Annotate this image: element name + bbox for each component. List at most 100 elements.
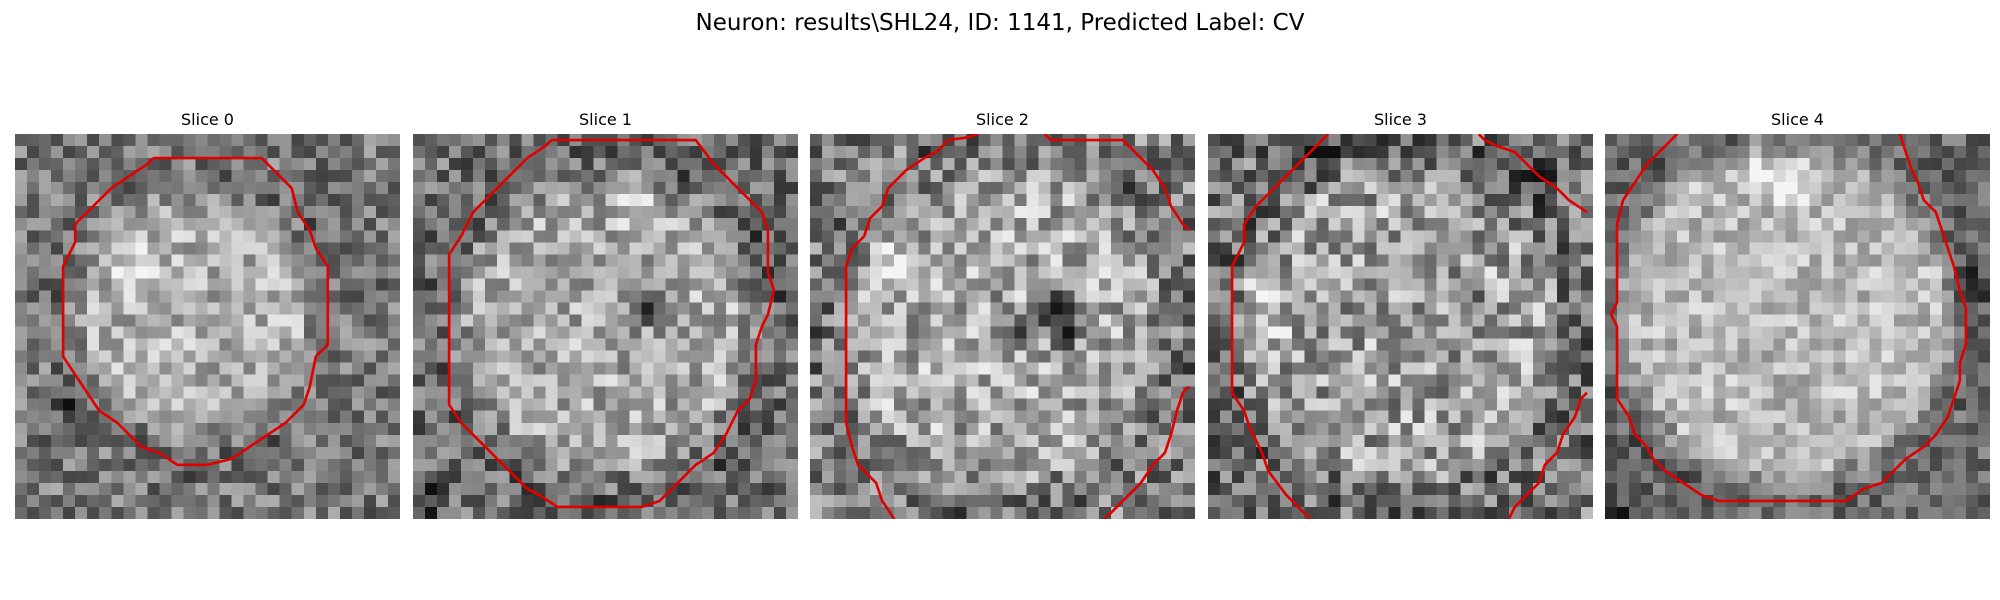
image-pixel bbox=[413, 458, 426, 472]
image-pixel bbox=[870, 398, 883, 411]
image-pixel bbox=[1110, 482, 1124, 496]
image-pixel bbox=[1689, 338, 1702, 351]
image-pixel bbox=[677, 398, 690, 411]
image-pixel bbox=[1472, 290, 1485, 303]
image-pixel bbox=[1737, 386, 1750, 399]
image-pixel bbox=[870, 158, 883, 171]
image-pixel bbox=[1364, 158, 1377, 171]
image-pixel bbox=[363, 146, 377, 159]
image-pixel bbox=[1568, 470, 1582, 484]
image-pixel bbox=[315, 218, 329, 231]
image-pixel bbox=[1953, 398, 1967, 411]
image-pixel bbox=[846, 302, 859, 315]
image-pixel bbox=[1182, 434, 1195, 448]
image-pixel bbox=[135, 458, 148, 472]
image-pixel bbox=[363, 470, 377, 484]
image-pixel bbox=[135, 338, 148, 351]
image-pixel bbox=[677, 494, 690, 508]
image-pixel bbox=[1953, 302, 1967, 315]
image-pixel bbox=[1352, 194, 1365, 207]
image-pixel bbox=[1110, 302, 1124, 315]
image-pixel bbox=[99, 494, 112, 508]
image-pixel bbox=[1014, 278, 1027, 291]
image-pixel bbox=[954, 254, 967, 267]
image-pixel bbox=[1038, 146, 1051, 159]
image-pixel bbox=[1086, 410, 1099, 423]
image-pixel bbox=[1316, 278, 1329, 291]
image-pixel bbox=[1460, 362, 1473, 375]
image-pixel bbox=[267, 290, 280, 303]
image-pixel bbox=[1158, 278, 1172, 291]
image-pixel bbox=[1544, 158, 1558, 171]
image-pixel bbox=[870, 134, 883, 147]
image-pixel bbox=[1146, 218, 1160, 231]
image-pixel bbox=[195, 434, 208, 448]
image-pixel bbox=[1170, 134, 1184, 147]
image-pixel bbox=[1701, 410, 1714, 423]
image-pixel bbox=[339, 410, 353, 423]
image-pixel bbox=[990, 482, 1003, 496]
image-pixel bbox=[725, 302, 739, 315]
image-pixel bbox=[51, 206, 64, 219]
image-pixel bbox=[351, 362, 365, 375]
image-pixel bbox=[1520, 506, 1534, 519]
image-pixel bbox=[954, 482, 967, 496]
image-pixel bbox=[1448, 350, 1461, 363]
image-pixel bbox=[701, 194, 715, 207]
image-pixel bbox=[545, 506, 558, 519]
image-pixel bbox=[1713, 218, 1726, 231]
image-pixel bbox=[15, 350, 28, 363]
image-pixel bbox=[99, 170, 112, 183]
image-pixel bbox=[677, 206, 690, 219]
image-pixel bbox=[123, 218, 136, 231]
image-pixel bbox=[461, 242, 474, 255]
image-pixel bbox=[785, 278, 798, 291]
image-pixel bbox=[617, 170, 630, 183]
image-pixel bbox=[834, 434, 847, 448]
image-pixel bbox=[1965, 254, 1979, 267]
image-pixel bbox=[1821, 446, 1834, 460]
image-pixel bbox=[1292, 326, 1305, 339]
image-pixel bbox=[521, 422, 534, 436]
image-pixel bbox=[1857, 410, 1870, 423]
image-pixel bbox=[1821, 374, 1834, 387]
image-pixel bbox=[593, 386, 606, 399]
image-pixel bbox=[327, 470, 341, 484]
image-pixel bbox=[1122, 470, 1136, 484]
image-pixel bbox=[243, 470, 256, 484]
image-pixel bbox=[930, 494, 943, 508]
image-pixel bbox=[882, 326, 895, 339]
image-pixel bbox=[1653, 230, 1666, 243]
image-pixel bbox=[449, 266, 462, 279]
image-pixel bbox=[1364, 470, 1377, 484]
image-pixel bbox=[473, 482, 486, 496]
image-pixel bbox=[822, 338, 835, 351]
image-pixel bbox=[1544, 482, 1558, 496]
image-pixel bbox=[906, 458, 919, 472]
image-pixel bbox=[413, 470, 426, 484]
image-pixel bbox=[1038, 398, 1051, 411]
image-pixel bbox=[1364, 338, 1377, 351]
image-pixel bbox=[485, 206, 498, 219]
image-pixel bbox=[1833, 386, 1846, 399]
image-pixel bbox=[593, 290, 606, 303]
image-pixel bbox=[171, 218, 184, 231]
image-pixel bbox=[413, 254, 426, 267]
image-pixel bbox=[1737, 266, 1750, 279]
image-pixel bbox=[1002, 146, 1015, 159]
image-pixel bbox=[653, 218, 666, 231]
image-pixel bbox=[291, 458, 304, 472]
image-pixel bbox=[1110, 386, 1124, 399]
image-pixel bbox=[315, 458, 329, 472]
image-pixel bbox=[1797, 350, 1810, 363]
image-pixel bbox=[1098, 242, 1112, 255]
image-pixel bbox=[195, 266, 208, 279]
image-pixel bbox=[1568, 446, 1582, 460]
image-pixel bbox=[1110, 242, 1124, 255]
image-pixel bbox=[1448, 362, 1461, 375]
image-pixel bbox=[1761, 422, 1774, 436]
image-pixel bbox=[653, 446, 666, 460]
image-pixel bbox=[363, 398, 377, 411]
image-pixel bbox=[1508, 182, 1522, 195]
image-pixel bbox=[159, 422, 172, 436]
